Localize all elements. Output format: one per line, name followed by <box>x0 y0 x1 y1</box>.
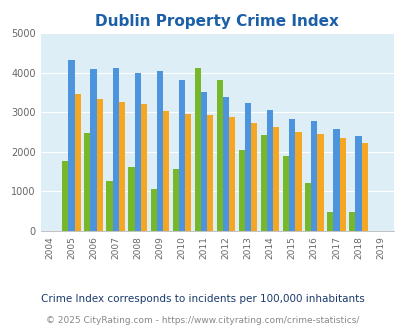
Bar <box>207 115 213 231</box>
Bar <box>361 144 367 231</box>
Bar <box>172 169 178 231</box>
Bar <box>333 129 339 231</box>
Bar <box>62 160 68 231</box>
Bar <box>260 135 266 231</box>
Bar <box>178 80 185 231</box>
Bar <box>222 97 228 231</box>
Bar <box>96 99 102 231</box>
Bar <box>200 92 207 231</box>
Bar <box>150 189 156 231</box>
Bar <box>266 110 273 231</box>
Text: Crime Index corresponds to incidents per 100,000 inhabitants: Crime Index corresponds to incidents per… <box>41 294 364 304</box>
Bar <box>128 167 134 231</box>
Bar <box>339 138 345 231</box>
Bar <box>288 118 294 231</box>
Bar <box>141 104 147 231</box>
Bar <box>112 68 118 231</box>
Bar <box>238 150 245 231</box>
Bar <box>156 71 162 231</box>
Bar <box>106 181 112 231</box>
Bar <box>75 94 81 231</box>
Bar <box>216 80 222 231</box>
Bar <box>311 121 317 231</box>
Bar <box>228 117 235 231</box>
Bar <box>118 102 125 231</box>
Bar <box>326 212 333 231</box>
Bar <box>134 73 141 231</box>
Bar <box>90 69 96 231</box>
Bar <box>162 111 168 231</box>
Bar <box>185 114 191 231</box>
Bar <box>354 136 361 231</box>
Bar <box>317 134 323 231</box>
Text: © 2025 CityRating.com - https://www.cityrating.com/crime-statistics/: © 2025 CityRating.com - https://www.city… <box>46 316 359 325</box>
Bar <box>251 123 257 231</box>
Bar <box>68 60 75 231</box>
Title: Dublin Property Crime Index: Dublin Property Crime Index <box>95 14 338 29</box>
Bar <box>84 133 90 231</box>
Bar <box>273 127 279 231</box>
Bar <box>194 68 200 231</box>
Bar <box>294 132 301 231</box>
Bar <box>348 212 354 231</box>
Bar <box>304 183 311 231</box>
Bar <box>282 156 288 231</box>
Bar <box>245 103 251 231</box>
